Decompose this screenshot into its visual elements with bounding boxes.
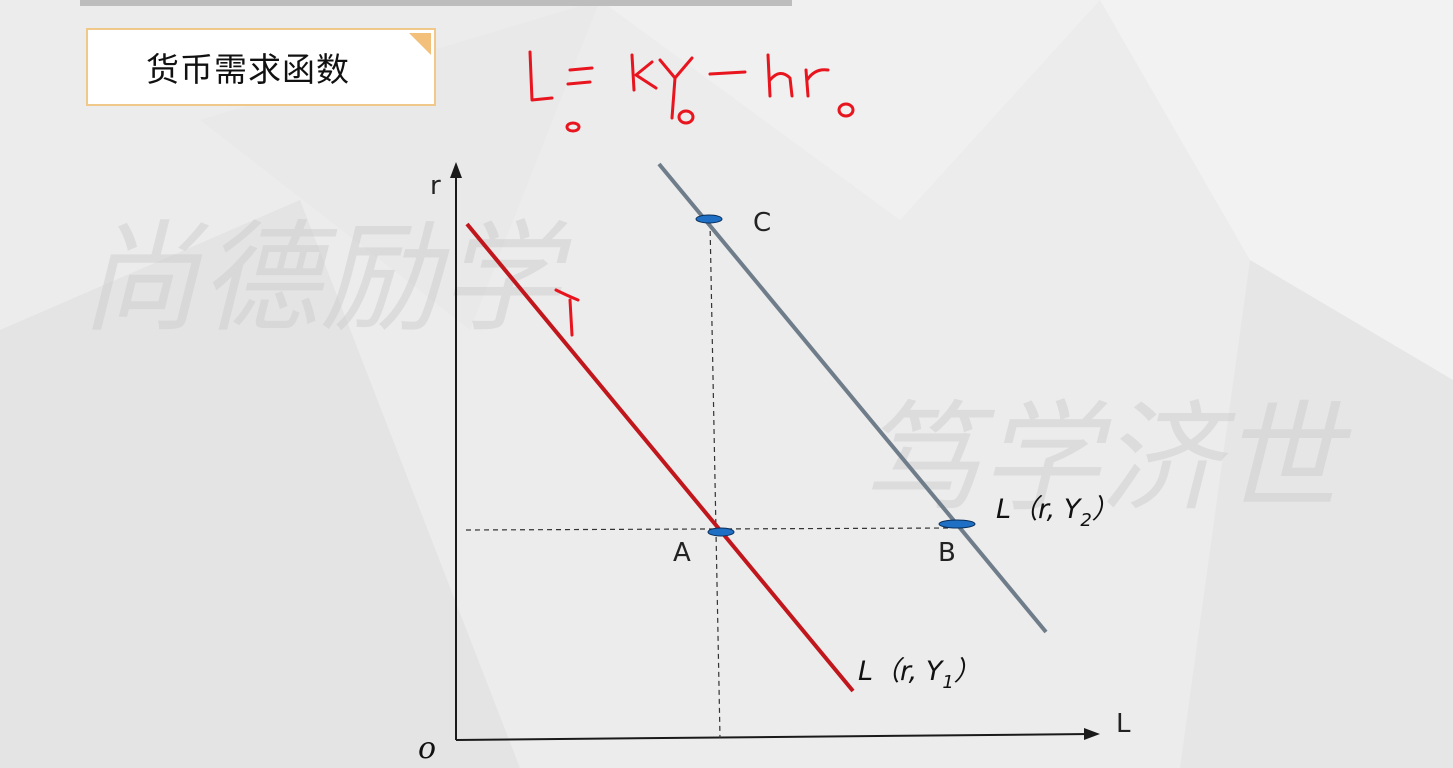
point-c-label: C: [753, 208, 771, 238]
gray-demand-curve: [657, 162, 1048, 634]
gray-curve-label: L（r, Y2）: [996, 494, 1119, 531]
x-axis-label: L: [1116, 709, 1131, 739]
point-a-label: A: [673, 538, 691, 568]
point-c-marker: [695, 214, 723, 224]
red-curve-label: L（r, Y1）: [858, 656, 981, 693]
point-b-marker: [938, 519, 976, 529]
watermark-line1: 尚德励学: [80, 210, 572, 349]
title-corner-mark: [409, 33, 431, 55]
red-demand-curve: [465, 222, 855, 693]
x-axis-arrow: [1084, 728, 1100, 740]
point-a-marker: [707, 527, 735, 537]
axes: [455, 172, 1091, 741]
handwritten-formula: [528, 50, 855, 337]
top-rule: [80, 0, 792, 6]
y-axis-label: r: [430, 171, 441, 201]
point-b-label: B: [938, 538, 956, 568]
slide-title: 货币需求函数: [146, 50, 350, 89]
y-axis-arrow: [450, 162, 462, 178]
origin-label: o: [418, 731, 436, 766]
title-box: 货币需求函数: [86, 28, 436, 106]
